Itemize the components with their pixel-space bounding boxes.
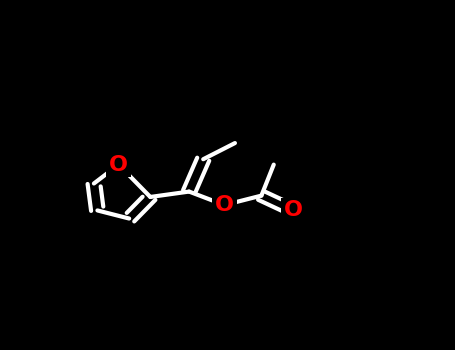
Text: O: O: [283, 201, 303, 220]
Text: O: O: [109, 155, 128, 175]
Text: O: O: [215, 195, 234, 215]
